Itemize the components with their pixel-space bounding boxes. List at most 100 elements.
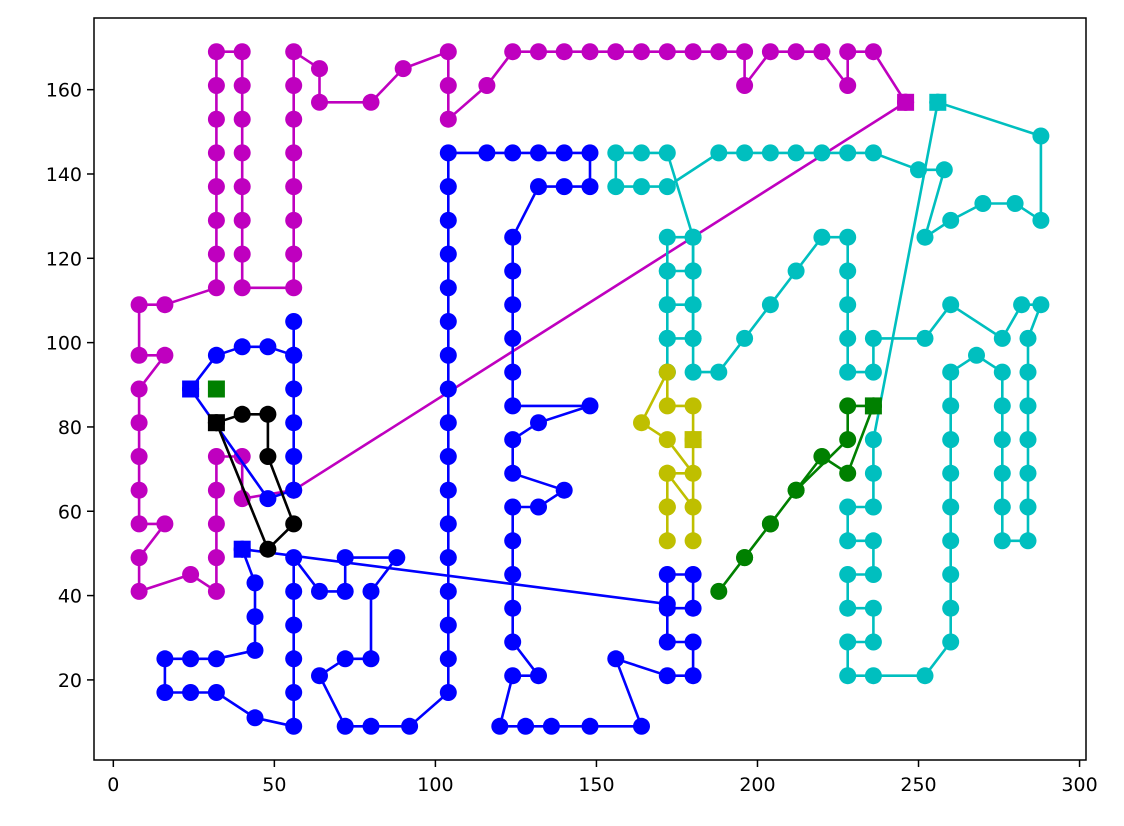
series-5-point-4 — [633, 414, 650, 432]
series-3-point-59 — [942, 397, 960, 415]
series-5-point-9 — [658, 532, 676, 550]
series-0-point-28 — [207, 77, 225, 94]
series-0-point-60 — [658, 43, 676, 61]
series-3-point-14 — [736, 144, 754, 162]
series-3-start-marker — [929, 93, 947, 111]
series-1-point-71 — [285, 549, 303, 567]
series-2-point-5 — [285, 313, 303, 330]
series-0-point-7 — [207, 549, 225, 567]
series-0-point-8 — [207, 582, 225, 600]
series-0-point-51 — [439, 77, 457, 94]
series-1-point-63 — [311, 667, 328, 685]
series-3-point-81 — [864, 431, 882, 449]
series-5 — [633, 363, 702, 550]
series-2-start-marker — [182, 380, 200, 398]
series-0-point-64 — [736, 77, 754, 94]
series-3-point-78 — [839, 498, 857, 516]
series-1-point-76 — [285, 717, 303, 735]
series-0-point-34 — [233, 178, 251, 196]
series-3-point-1 — [1032, 127, 1050, 145]
series-2-point-7 — [285, 380, 303, 398]
series-3-point-72 — [864, 599, 882, 617]
series-1-point-32 — [504, 296, 522, 314]
series-5-point-2 — [658, 397, 676, 415]
series-0-point-20 — [130, 296, 148, 314]
series-0-point-67 — [813, 43, 831, 61]
series-1-point-46 — [439, 245, 457, 263]
series-1-point-38 — [581, 144, 599, 162]
series-4-point-9 — [684, 296, 702, 314]
x-tick-label-0: 0 — [107, 774, 119, 796]
x-tick-label-6: 300 — [1061, 774, 1097, 796]
series-1-point-22 — [504, 498, 522, 516]
series-0-point-63 — [736, 43, 754, 61]
series-0-point-15 — [130, 448, 148, 465]
series-8-point-2 — [259, 405, 277, 423]
series-0-point-19 — [130, 346, 148, 364]
series-3-point-45 — [1019, 363, 1037, 381]
series-1-point-65 — [362, 650, 380, 668]
series-0-point-70 — [864, 43, 882, 61]
series-0-point-44 — [285, 77, 303, 94]
series-1-point-48 — [439, 313, 457, 330]
series-3-point-39 — [916, 329, 934, 347]
series-1-point-6 — [658, 633, 676, 651]
series-3-point-54 — [993, 431, 1011, 449]
x-tick-label-3: 150 — [578, 774, 614, 796]
series-3-point-38 — [864, 329, 882, 347]
series-1-point-73 — [285, 616, 303, 634]
series-3-point-37 — [864, 363, 882, 381]
series-8-point-3 — [259, 448, 277, 465]
series-3-point-52 — [993, 498, 1011, 516]
series-0-point-40 — [285, 211, 303, 229]
series-0 — [130, 43, 915, 600]
series-5-point-11 — [658, 464, 676, 482]
series-0-point-21 — [156, 296, 174, 314]
series-3-point-65 — [942, 599, 960, 617]
series-5-point-12 — [684, 498, 702, 516]
series-3-point-10 — [839, 144, 857, 162]
series-4-point-10 — [684, 329, 702, 347]
series-2-point-2 — [233, 338, 251, 356]
series-1-point-23 — [530, 498, 547, 516]
series-1-point-52 — [439, 448, 457, 465]
series-0-point-45 — [285, 43, 303, 61]
series-0-point-65 — [761, 43, 779, 61]
series-2-point-3 — [259, 338, 277, 356]
series-6-point-1 — [839, 397, 857, 415]
series-5-point-10 — [658, 498, 676, 516]
series-3-point-51 — [993, 532, 1011, 550]
series-1-point-78 — [207, 684, 225, 701]
series-1-point-57 — [439, 616, 457, 634]
series-4-point-6 — [684, 262, 702, 280]
series-3-point-62 — [942, 498, 960, 516]
series-3-point-21 — [658, 144, 676, 162]
series-3-point-71 — [864, 633, 882, 651]
series-4-point-8 — [658, 296, 676, 314]
series-1-point-16 — [504, 667, 522, 685]
series-3-point-43 — [1032, 296, 1050, 314]
series-1-point-62 — [336, 717, 354, 735]
axis-layer: 0 50 100 150 200 250 300 20 40 60 80 100 120 140 160 — [46, 80, 1098, 796]
series-1-point-80 — [156, 684, 174, 701]
series-3-point-31 — [813, 228, 831, 246]
series-3-point-34 — [839, 296, 857, 314]
series-1-point-31 — [504, 329, 522, 347]
series-3-point-66 — [942, 633, 960, 651]
series-0-point-48 — [362, 93, 380, 111]
series-2-point-1 — [207, 346, 225, 364]
series-3-point-16 — [658, 178, 676, 196]
series-1-point-77 — [246, 709, 264, 727]
series-0-point-62 — [710, 43, 728, 61]
series-2-point-9 — [285, 448, 303, 465]
series-8-point-1 — [233, 405, 251, 423]
series-1-point-11 — [633, 717, 650, 735]
series-0-point-14 — [130, 481, 148, 499]
series-4-point-7 — [658, 262, 676, 280]
series-3-point-63 — [942, 532, 960, 550]
series-1-point-74 — [285, 650, 303, 668]
series-3-point-53 — [993, 464, 1011, 482]
series-1-point-81 — [156, 650, 174, 668]
series-1-point-41 — [504, 144, 522, 162]
y-tick-label-7: 160 — [46, 80, 82, 102]
